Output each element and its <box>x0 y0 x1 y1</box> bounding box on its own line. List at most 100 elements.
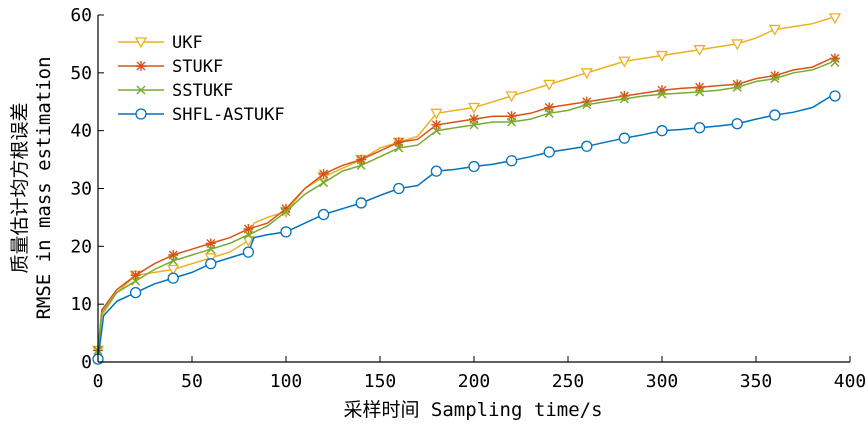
axes-layer: 0 50 100 150 200 250 300 350 400 0 10 20 30 40 50 60 <box>70 5 866 392</box>
data-point <box>317 208 330 221</box>
y-tick-label: 40 <box>70 121 92 142</box>
data-point <box>732 82 742 92</box>
x-tick-label: 300 <box>646 371 679 392</box>
y-tick-label: 50 <box>70 63 92 84</box>
data-point <box>505 91 518 103</box>
data-point <box>469 120 479 130</box>
data-point <box>393 182 405 195</box>
x-tick-label: 350 <box>740 371 773 392</box>
data-point <box>732 79 743 90</box>
legend-item: UKF <box>118 33 203 53</box>
data-point <box>693 45 706 57</box>
data-point <box>829 90 841 102</box>
x-tick-label: 150 <box>364 371 397 392</box>
series-line <box>97 61 832 351</box>
data-point <box>467 102 481 114</box>
data-point <box>242 235 255 247</box>
x-tick-label: 100 <box>270 371 303 392</box>
data-point <box>168 250 179 261</box>
y-axis-label-cn: 质量估计均方根误差 <box>9 102 31 273</box>
data-point <box>618 56 631 68</box>
y-tick-label: 10 <box>70 294 92 315</box>
data-point <box>731 118 743 130</box>
data-point <box>280 226 292 238</box>
data-point <box>731 39 744 51</box>
data-point <box>619 94 629 104</box>
data-point <box>770 74 780 84</box>
data-point <box>543 146 555 158</box>
series-shfl-astukf <box>92 90 841 365</box>
data-point <box>830 57 840 67</box>
series-line <box>97 57 832 351</box>
legend-item: STUKF <box>118 57 223 77</box>
x-tick-label: 250 <box>552 371 585 392</box>
data-point <box>167 264 180 276</box>
y-tick-label: 0 <box>81 352 92 373</box>
series-line <box>97 95 832 360</box>
data-point <box>431 119 442 130</box>
x-tick-label: 0 <box>93 371 104 392</box>
legend-item: SHFL-ASTUKF <box>118 105 285 125</box>
data-point <box>619 90 630 101</box>
legend-label: SSTUKF <box>172 81 233 101</box>
data-point <box>506 111 517 122</box>
legend-label: STUKF <box>172 57 223 77</box>
data-point <box>430 165 443 177</box>
data-point <box>355 197 367 209</box>
x-tick-label: 400 <box>834 371 867 392</box>
data-point <box>205 258 217 270</box>
data-point <box>319 178 329 188</box>
data-point <box>505 155 518 167</box>
y-tick-label: 60 <box>70 5 92 26</box>
series-sstukf <box>93 57 840 355</box>
data-point <box>581 140 593 152</box>
data-point <box>243 223 254 234</box>
data-point <box>656 125 668 137</box>
data-point <box>393 137 404 148</box>
x-axis-label: 采样时间 Sampling time/s <box>343 399 602 421</box>
data-point <box>356 160 366 170</box>
legend: UKF STUKF SSTUKF SHFL-ASTUKF <box>118 33 285 125</box>
data-point <box>829 53 840 64</box>
data-point <box>131 276 141 286</box>
data-point <box>580 68 593 80</box>
y-tick-label: 20 <box>70 236 92 257</box>
data-point <box>507 117 517 127</box>
data-point <box>543 79 556 91</box>
data-point <box>281 203 291 214</box>
data-point <box>694 82 705 93</box>
y-tick-label: 30 <box>70 179 92 200</box>
x-tick-label: 200 <box>458 371 491 392</box>
legend-item: SSTUKF <box>118 81 233 101</box>
data-point <box>168 256 178 266</box>
data-point <box>130 270 141 281</box>
data-point <box>129 286 142 299</box>
legend-marker <box>134 37 148 49</box>
data-point <box>356 154 367 165</box>
data-point <box>657 85 667 96</box>
data-point <box>655 50 669 62</box>
data-point <box>582 100 592 110</box>
data-point <box>618 132 631 144</box>
data-point <box>281 207 291 217</box>
data-point <box>167 272 179 284</box>
legend-marker <box>136 85 146 95</box>
data-point <box>581 96 592 107</box>
x-tick-label: 50 <box>181 371 203 392</box>
data-point <box>469 114 479 125</box>
data-point <box>205 238 216 249</box>
data-point <box>544 102 555 113</box>
data-point <box>206 244 216 254</box>
legend-marker <box>135 108 147 120</box>
data-point <box>828 13 842 25</box>
data-point <box>431 126 441 136</box>
series-layer <box>91 13 842 365</box>
data-point <box>768 24 781 36</box>
data-point <box>769 70 780 81</box>
y-axis-label-en: RMSE in mass estimation <box>33 56 55 319</box>
data-point <box>769 109 781 121</box>
data-point <box>695 87 705 97</box>
data-point <box>430 108 443 120</box>
